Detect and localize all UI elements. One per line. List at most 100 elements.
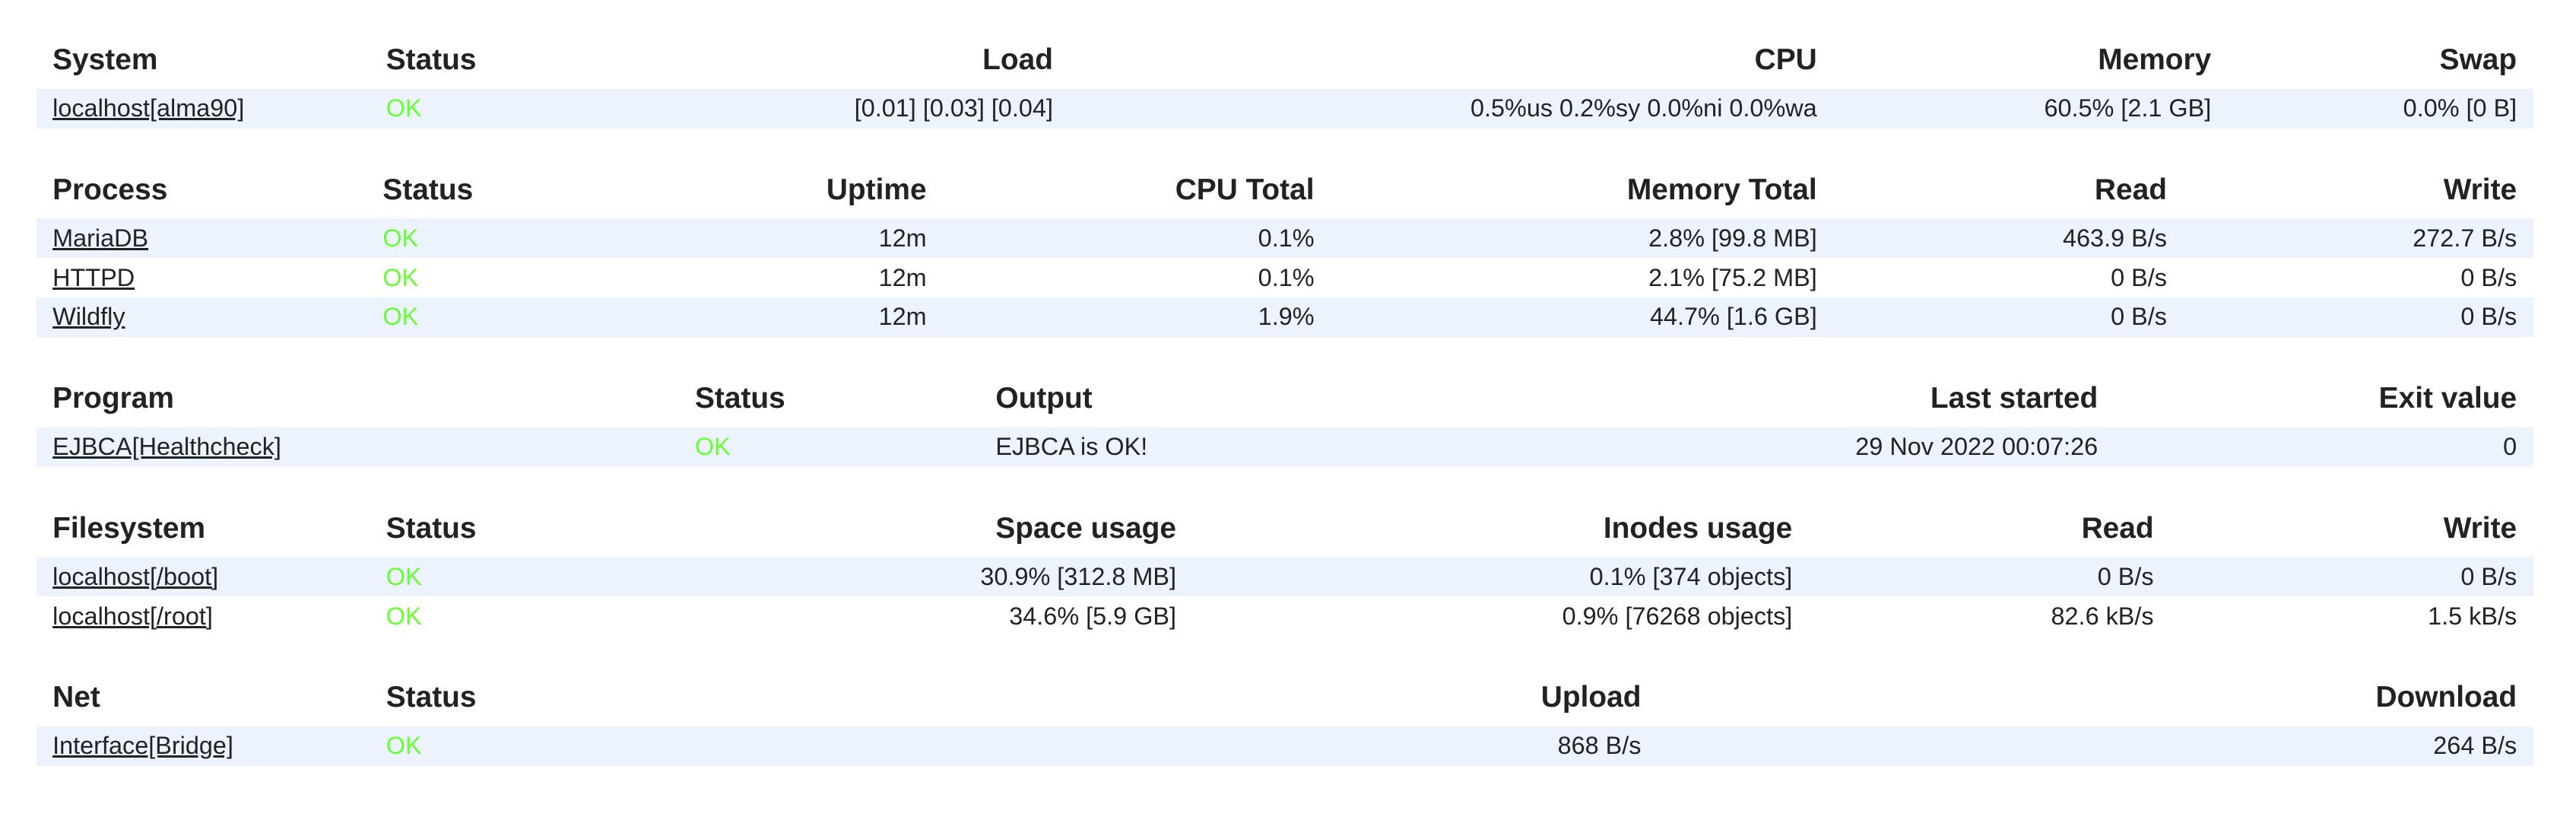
- column-header-cpu: CPU: [1754, 43, 1817, 76]
- cell-write: 0 B/s: [2170, 557, 2533, 597]
- cell-memory-total: 2.1% [75.2 MB]: [1648, 263, 1817, 291]
- column-header-inodes-usage: Inodes usage: [1603, 511, 1793, 545]
- column-header-space-usage: Space usage: [995, 511, 1177, 545]
- system-row: localhost[alma90] OK [0.01] [0.03] [0.04] 0…: [36, 88, 2533, 129]
- system-link[interactable]: localhost[alma90]: [52, 94, 245, 122]
- column-header-status: Status: [385, 43, 477, 76]
- cell-status: OK: [366, 258, 657, 297]
- program-link[interactable]: EJBCA[Healthcheck]: [52, 433, 281, 461]
- monit-status-page: System Status Load CPU Memory Swap localhost[a…: [36, 31, 2533, 766]
- cell-program: EJBCA[Healthcheck]: [36, 427, 679, 467]
- filesystem-link[interactable]: localhost[/boot]: [52, 562, 219, 590]
- cell-cpu: 0.5%us 0.2%sy 0.0%ni 0.0%wa: [1069, 88, 1834, 129]
- column-header-net: Net: [52, 681, 100, 714]
- cell-exit-value: 0: [2114, 427, 2533, 467]
- cell-system: localhost[alma90]: [36, 88, 370, 129]
- cell-read: 463.9 B/s: [1833, 218, 2184, 259]
- cell-net: Interface[Bridge]: [36, 726, 370, 766]
- process-table: Process Status Uptime CPU Total Memory Total…: [36, 161, 2533, 337]
- filesystem-row: localhost[/boot] OK 30.9% [312.8 MB] 0.1% […: [36, 557, 2533, 597]
- net-header-row: Net Status Upload Download: [36, 669, 2533, 726]
- process-link[interactable]: Wildfly: [52, 303, 125, 331]
- cell-write: 1.5 kB/s: [2428, 602, 2517, 630]
- column-header-status: Status: [385, 511, 477, 545]
- cell-cpu-total: 0.1%: [943, 218, 1331, 259]
- column-header-swap: Swap: [2439, 43, 2517, 76]
- cell-process: HTTPD: [36, 258, 366, 297]
- status-badge: OK: [382, 263, 419, 291]
- column-header-status: Status: [694, 381, 785, 415]
- cell-process: MariaDB: [36, 218, 366, 259]
- cell-write: 272.7 B/s: [2183, 218, 2533, 259]
- column-header-upload: Upload: [1540, 681, 1642, 714]
- cell-status: OK: [366, 297, 658, 337]
- process-row: HTTPD OK 12m 0.1% 2.1% [75.2 MB] 0 B/s 0 B/s: [36, 258, 2533, 297]
- column-header-exit-value: Exit value: [2378, 381, 2517, 415]
- cell-memory-total: 44.7% [1.6 GB]: [1331, 297, 1834, 337]
- column-header-memory: Memory: [2098, 43, 2212, 76]
- column-header-memory-total: Memory Total: [1626, 173, 1817, 206]
- cell-load: [0.01] [0.03] [0.04]: [657, 88, 1070, 129]
- column-header-filesystem: Filesystem: [52, 511, 206, 545]
- cell-process: Wildfly: [36, 297, 366, 337]
- filesystem-table: Filesystem Status Space usage Inodes usage R…: [36, 500, 2533, 636]
- cell-status: OK: [370, 557, 658, 597]
- cell-status: OK: [370, 726, 822, 766]
- cell-download: 264 B/s: [1658, 726, 2533, 766]
- program-header-row: Program Status Output Last started Exit valu…: [36, 370, 2533, 427]
- column-header-download: Download: [2375, 681, 2517, 714]
- cell-filesystem: localhost[/boot]: [36, 557, 370, 597]
- column-header-last-started: Last started: [1930, 381, 2099, 415]
- cell-cpu-total: 1.9%: [943, 297, 1331, 337]
- program-table: Program Status Output Last started Exit valu…: [36, 370, 2533, 467]
- status-badge: OK: [385, 94, 422, 122]
- program-row: EJBCA[Healthcheck] OK EJBCA is OK! 29 Nov 2…: [36, 427, 2533, 467]
- status-badge: OK: [694, 433, 731, 461]
- process-row: MariaDB OK 12m 0.1% 2.8% [99.8 MB] 463.9 B/s 2…: [36, 218, 2533, 259]
- cell-status: OK: [366, 218, 658, 259]
- column-header-process: Process: [52, 173, 168, 206]
- column-header-status: Status: [385, 681, 477, 714]
- net-row: Interface[Bridge] OK 868 B/s 264 B/s: [36, 726, 2533, 766]
- cell-memory-total: 2.8% [99.8 MB]: [1331, 218, 1834, 259]
- cell-status: OK: [678, 427, 979, 467]
- process-row: Wildfly OK 12m 1.9% 44.7% [1.6 GB] 0 B/s 0 B/s: [36, 297, 2533, 337]
- cell-output: EJBCA is OK!: [979, 427, 1479, 467]
- filesystem-link[interactable]: localhost[/root]: [52, 602, 213, 630]
- cell-cpu-total: 0.1%: [1258, 263, 1315, 291]
- filesystem-header-row: Filesystem Status Space usage Inodes usage R…: [36, 500, 2533, 558]
- net-table: Net Status Upload Download Interface[Bridge]…: [36, 669, 2533, 766]
- process-header-row: Process Status Uptime CPU Total Memory Total…: [36, 161, 2533, 219]
- column-header-write: Write: [2443, 511, 2517, 545]
- net-link[interactable]: Interface[Bridge]: [52, 732, 233, 760]
- column-header-cpu-total: CPU Total: [1175, 173, 1315, 206]
- cell-read: 0 B/s: [1808, 557, 2171, 597]
- cell-read: 0 B/s: [2111, 263, 2167, 291]
- column-header-output: Output: [995, 381, 1093, 415]
- cell-read: 82.6 kB/s: [2051, 602, 2154, 630]
- column-header-load: Load: [982, 43, 1053, 76]
- cell-status: OK: [370, 88, 658, 129]
- cell-last-started: 29 Nov 2022 00:07:26: [1478, 427, 2114, 467]
- cell-inodes-usage: 0.1% [374 objects]: [1192, 557, 1809, 597]
- column-header-uptime: Uptime: [826, 173, 927, 206]
- cell-uptime: 12m: [878, 263, 927, 291]
- column-header-system: System: [52, 43, 158, 76]
- column-header-read: Read: [2094, 173, 2167, 206]
- process-link[interactable]: MariaDB: [52, 224, 149, 252]
- column-header-read: Read: [2081, 511, 2154, 545]
- cell-write: 0 B/s: [2183, 297, 2533, 337]
- cell-inodes-usage: 0.9% [76268 objects]: [1562, 602, 1793, 630]
- status-badge: OK: [382, 303, 419, 331]
- status-badge: OK: [385, 602, 422, 630]
- cell-uptime: 12m: [657, 297, 944, 337]
- process-link[interactable]: HTTPD: [52, 263, 135, 291]
- cell-uptime: 12m: [657, 218, 944, 259]
- status-badge: OK: [385, 732, 422, 760]
- cell-space-usage: 30.9% [312.8 MB]: [657, 557, 1193, 597]
- column-header-write: Write: [2443, 173, 2517, 206]
- status-badge: OK: [382, 224, 419, 252]
- cell-upload: 868 B/s: [821, 726, 1658, 766]
- cell-write: 0 B/s: [2460, 263, 2517, 291]
- system-header-row: System Status Load CPU Memory Swap: [36, 31, 2533, 89]
